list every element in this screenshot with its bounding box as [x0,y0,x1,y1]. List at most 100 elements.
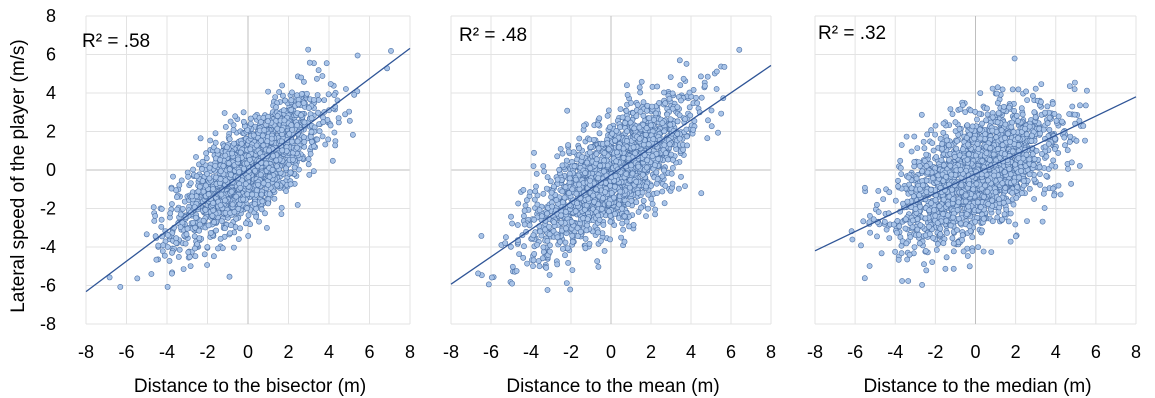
data-point [509,220,515,227]
data-point [559,188,566,195]
data-point [246,156,253,163]
x-tick-label: 0 [606,342,616,362]
data-point [670,156,676,163]
data-point [202,206,209,213]
data-point [1068,159,1075,166]
data-point [192,253,199,260]
data-point [713,86,720,92]
data-point [704,73,711,80]
data-point [646,115,652,121]
data-point [654,176,661,182]
data-point [1071,86,1078,93]
data-point [613,158,620,165]
x-tick-label: 2 [646,342,656,362]
data-point [219,245,226,252]
data-point [227,118,234,125]
data-point [180,266,187,272]
data-point [531,216,537,223]
data-point [522,202,529,209]
data-point [708,107,715,114]
data-point [661,89,667,96]
data-point [266,173,273,180]
data-point [636,124,643,131]
data-point [547,178,554,185]
data-point [148,271,155,277]
data-point [922,247,929,254]
data-point [661,128,668,135]
data-point [573,190,580,197]
data-point [289,126,296,133]
data-point [240,118,247,125]
data-point [314,136,321,143]
data-point [849,236,856,243]
data-point [502,234,509,241]
data-point [566,190,572,196]
x-tick-label: -4 [523,342,539,362]
data-point [388,48,394,54]
data-point [921,145,928,152]
data-point [645,191,652,198]
data-point [211,219,217,226]
x-tick-label: 6 [726,342,736,362]
data-point [191,245,198,252]
y-tick-label: -4 [40,237,56,257]
data-point [520,186,527,193]
data-point [635,163,642,170]
data-point [544,210,550,217]
data-point [546,231,553,238]
data-point [273,163,280,170]
data-point [199,158,206,165]
data-point [713,68,720,75]
data-point [591,136,597,143]
data-point [224,144,230,151]
data-point [619,114,626,121]
data-point [540,163,547,169]
data-point [993,90,1000,97]
data-point [655,156,662,162]
data-point [521,213,527,219]
data-point [619,205,625,212]
data-point [643,183,649,190]
data-point [667,74,674,80]
data-point [670,164,676,171]
x-tick-label: -8 [443,342,459,362]
data-point [257,171,264,178]
data-point [327,122,334,129]
data-point [300,100,307,106]
data-point [640,197,647,204]
data-point [281,117,288,124]
data-point [666,141,673,148]
data-point [524,260,530,267]
data-point [331,92,338,98]
data-point [686,104,693,111]
y-tick-label: 4 [46,83,56,103]
data-point [193,154,199,160]
data-point [543,264,550,271]
data-point [702,83,708,89]
data-point [562,239,569,246]
data-point [228,222,234,229]
data-point [193,173,200,180]
data-point [587,144,594,150]
data-point [288,97,295,104]
data-point [663,150,669,157]
data-point [593,156,600,163]
data-point [634,102,641,108]
data-point [652,206,659,213]
data-point [988,249,995,255]
data-point [185,249,192,256]
data-point [303,90,310,97]
data-point [629,170,636,177]
data-point [649,200,656,207]
data-point [217,156,223,163]
x-tick-label: 8 [766,342,776,362]
data-point [914,145,921,151]
data-point [178,177,185,184]
data-point [659,120,666,126]
data-point [606,208,612,215]
data-point [674,118,681,125]
data-point [106,274,113,281]
data-point [625,155,632,162]
data-point [521,243,527,250]
data-point [152,213,159,219]
